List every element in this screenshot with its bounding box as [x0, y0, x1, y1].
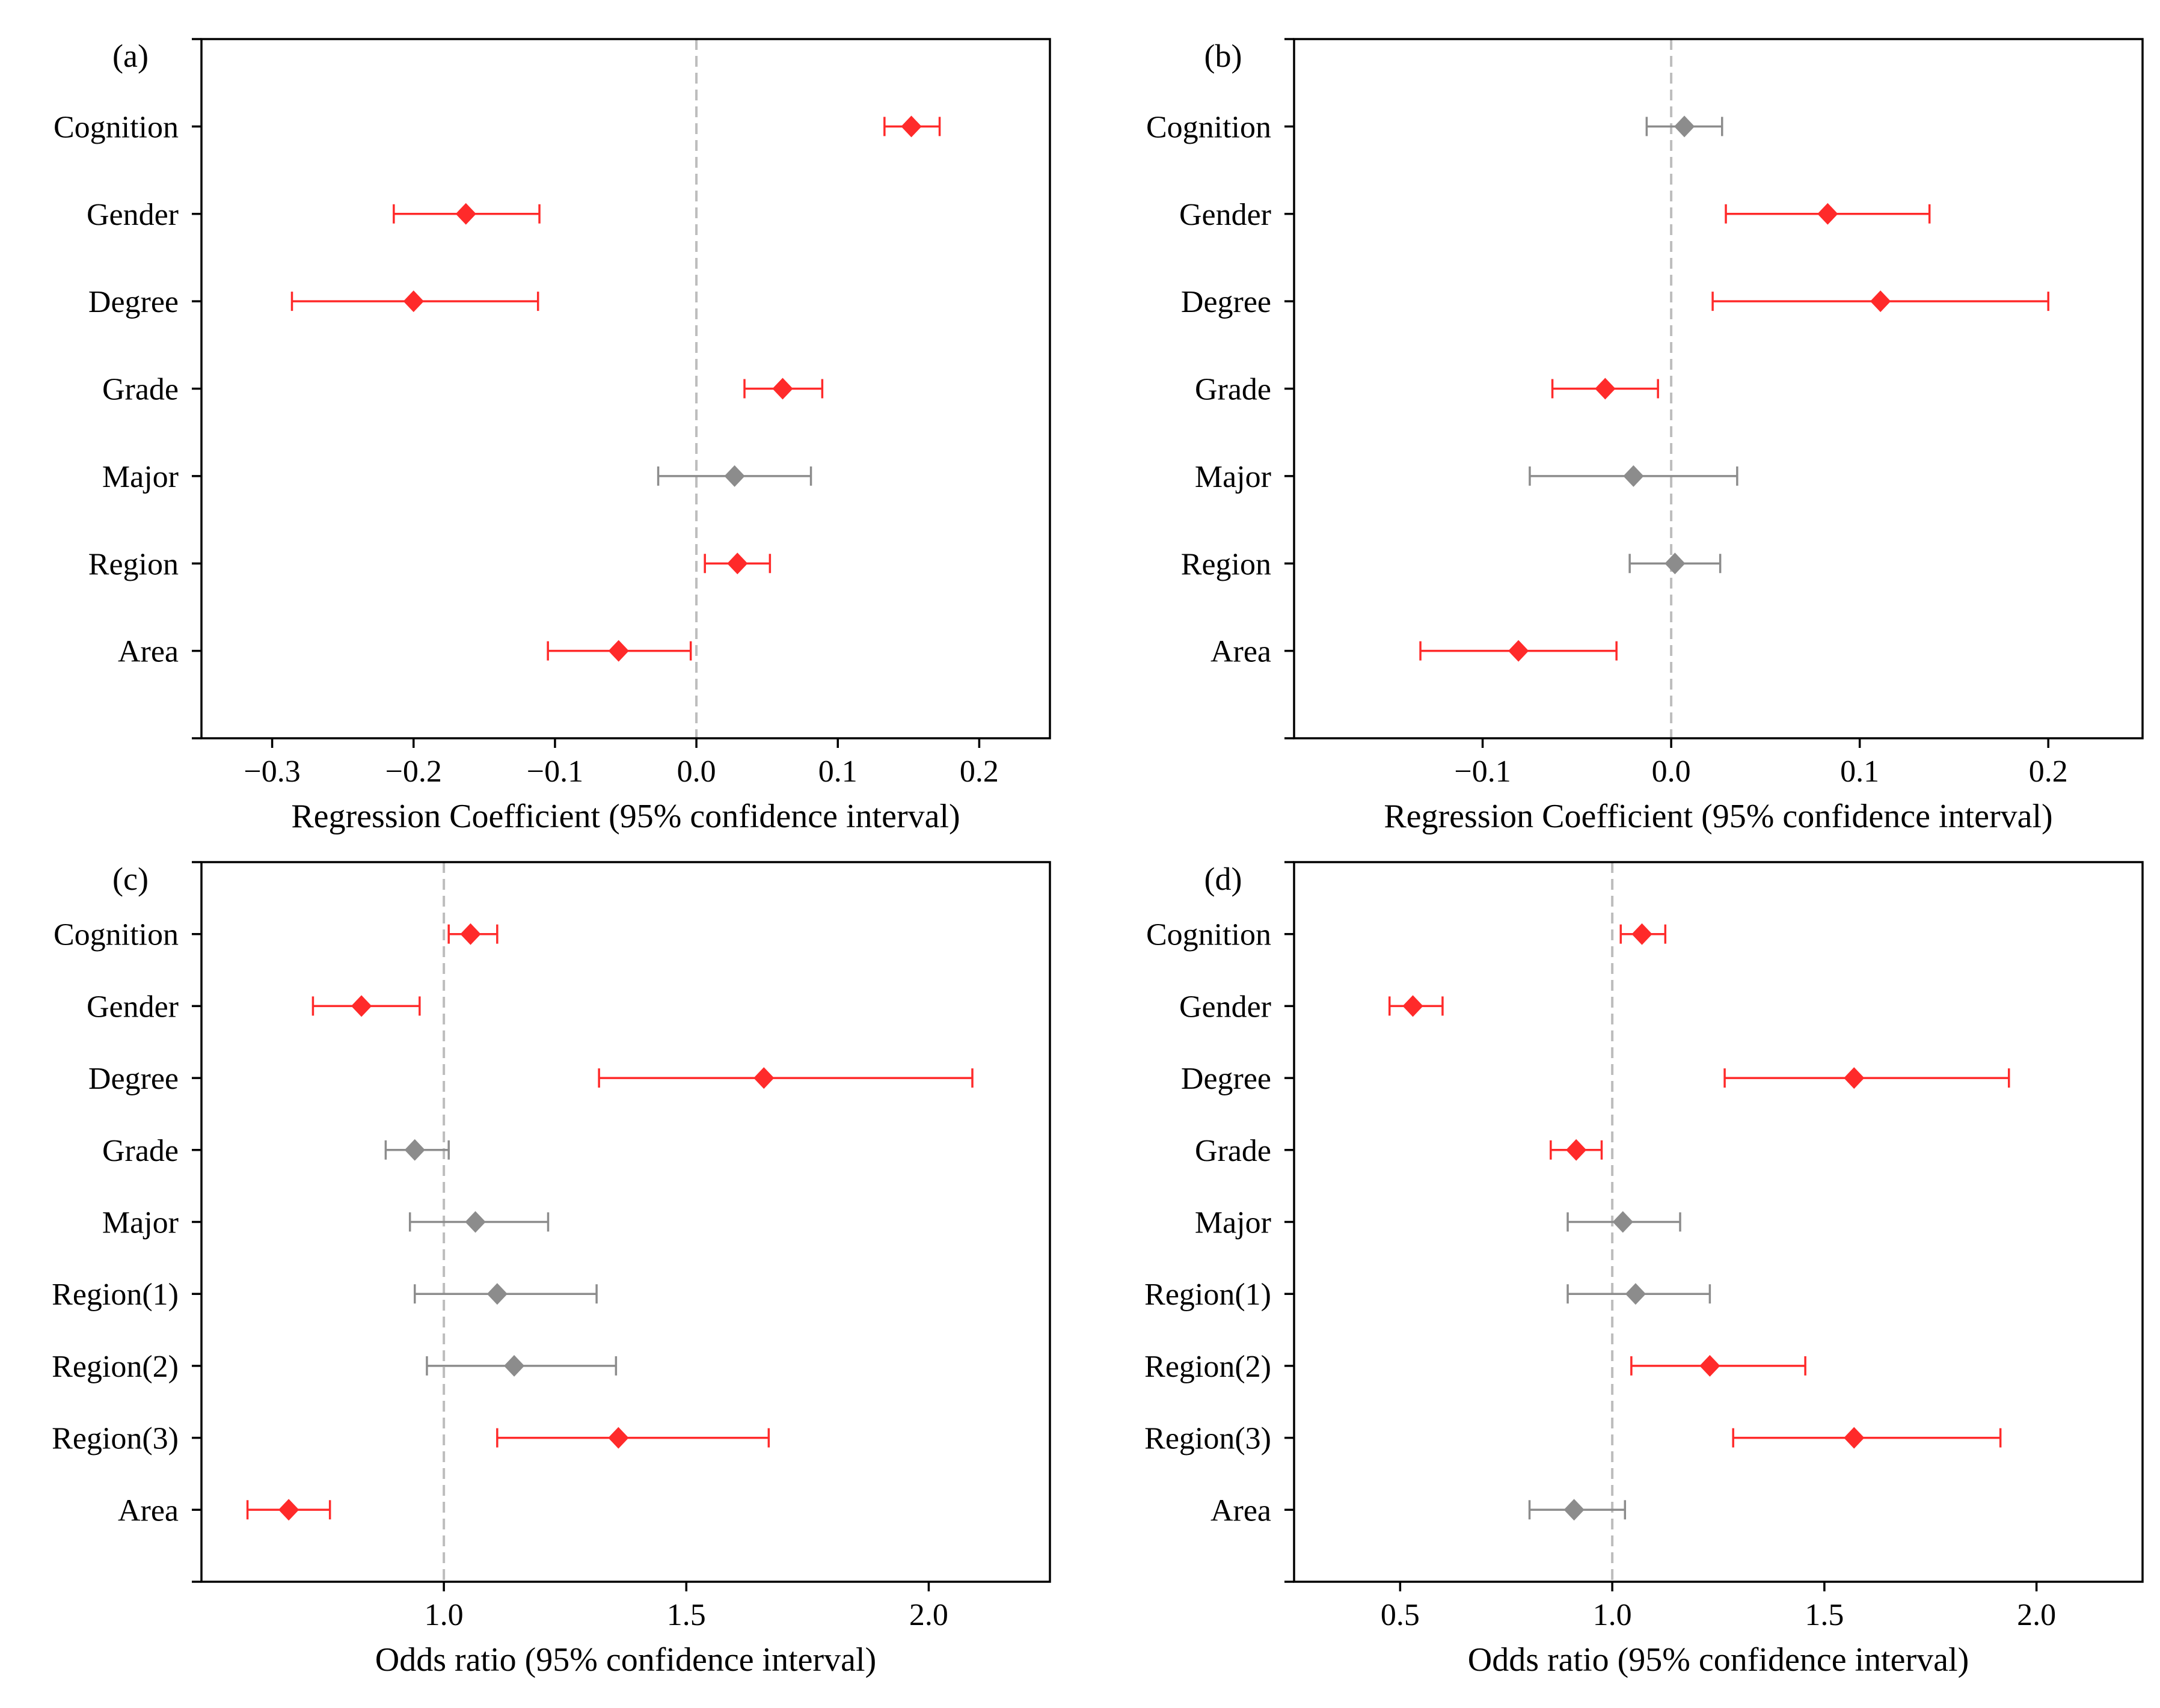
estimate-marker: [465, 1211, 486, 1233]
estimate-marker: [455, 203, 476, 225]
estimate-marker: [1664, 552, 1686, 575]
panel-label: (d): [1204, 861, 1242, 897]
estimate-marker: [278, 1499, 299, 1521]
x-tick-label: 2.0: [909, 1598, 948, 1632]
estimate-marker: [1699, 1354, 1720, 1377]
y-tick-label: Region(1): [52, 1278, 179, 1312]
estimate-marker: [1563, 1499, 1585, 1521]
y-tick-label: Gender: [1179, 990, 1271, 1024]
estimate-marker: [1674, 115, 1695, 138]
panel-label: (a): [112, 38, 149, 74]
x-axis-title: Odds ratio (95% confidence interval): [1468, 1641, 1969, 1679]
y-tick-label: Degree: [1181, 285, 1271, 319]
y-tick-label: Region(3): [1144, 1422, 1271, 1456]
y-tick-label: Major: [102, 1206, 179, 1240]
plot-frame: [1293, 38, 2144, 739]
panel-4: (d) 0.5 1.0 1.5 2.0 Odds ratio (95% confidenc…: [1144, 861, 2144, 1679]
estimate-marker: [1623, 465, 1644, 487]
x-tick-label: 0.0: [677, 755, 716, 789]
x-tick-label: −0.3: [244, 755, 300, 789]
x-tick-label: 0.5: [1381, 1598, 1420, 1632]
estimate-marker: [772, 378, 793, 400]
plot-frame: [200, 38, 1051, 739]
x-tick-label: 2.0: [2017, 1598, 2056, 1632]
y-tick-label: Gender: [1179, 198, 1271, 232]
estimate-marker: [608, 1427, 629, 1449]
y-tick-label: Grade: [1195, 1134, 1271, 1168]
y-tick-label: Region(2): [52, 1350, 179, 1384]
x-tick-label: 0.2: [960, 755, 999, 789]
estimate-marker: [1844, 1427, 1865, 1449]
estimate-marker: [753, 1067, 775, 1089]
y-tick-label: Degree: [88, 1062, 179, 1096]
panel-2: (b) −0.1 0.0 0.1 0.2 Regression Coefficient (…: [1146, 38, 2144, 835]
estimate-marker: [460, 923, 481, 945]
y-tick-label: Gender: [87, 198, 179, 232]
estimate-marker: [1631, 923, 1652, 945]
x-tick-label: 0.1: [818, 755, 858, 789]
y-tick-label: Region(1): [1144, 1278, 1271, 1312]
estimate-marker: [1508, 640, 1529, 662]
estimate-marker: [1566, 1139, 1587, 1161]
y-tick-label: Cognition: [54, 918, 179, 952]
estimate-marker: [351, 995, 372, 1017]
y-tick-label: Region: [1181, 547, 1271, 581]
estimate-marker: [901, 115, 922, 138]
x-tick-label: −0.1: [1454, 755, 1511, 789]
x-tick-label: 1.0: [1593, 1598, 1632, 1632]
x-axis-title: Odds ratio (95% confidence interval): [375, 1641, 876, 1679]
panel-label: (c): [112, 861, 149, 897]
y-tick-label: Area: [1210, 1493, 1271, 1528]
x-axis-title: Regression Coefficient (95% confidence i…: [1384, 798, 2052, 835]
y-tick-label: Region(3): [52, 1422, 179, 1456]
y-tick-label: Major: [1195, 1206, 1271, 1240]
y-tick-label: Cognition: [1146, 110, 1271, 144]
y-tick-label: Area: [1210, 635, 1271, 669]
panel-3: (c) 1.0 1.5 2.0 Odds ratio (95% confidence i…: [52, 861, 1051, 1679]
x-tick-label: 0.0: [1652, 755, 1691, 789]
estimate-marker: [486, 1283, 508, 1305]
estimate-marker: [1402, 995, 1423, 1017]
plot-frame: [1293, 861, 2144, 1583]
y-tick-label: Area: [118, 635, 179, 669]
y-tick-label: Region: [88, 547, 179, 581]
estimate-marker: [724, 465, 745, 487]
estimate-marker: [1844, 1067, 1865, 1089]
estimate-marker: [1612, 1211, 1633, 1233]
estimate-marker: [1870, 290, 1891, 313]
y-tick-label: Region(2): [1144, 1350, 1271, 1384]
estimate-marker: [727, 552, 748, 575]
y-tick-label: Grade: [1195, 373, 1271, 407]
y-tick-label: Gender: [87, 990, 179, 1024]
estimate-marker: [1595, 378, 1616, 400]
y-tick-label: Area: [118, 1493, 179, 1528]
x-tick-label: 1.5: [667, 1598, 706, 1632]
x-tick-label: −0.1: [527, 755, 583, 789]
panel-label: (b): [1204, 38, 1242, 74]
estimate-marker: [608, 640, 629, 662]
estimate-marker: [1625, 1283, 1646, 1305]
x-tick-label: 0.2: [2029, 755, 2068, 789]
y-tick-label: Major: [102, 460, 179, 494]
y-tick-label: Major: [1195, 460, 1271, 494]
y-tick-label: Grade: [102, 373, 179, 407]
y-tick-label: Grade: [102, 1134, 179, 1168]
y-tick-label: Degree: [88, 285, 179, 319]
x-tick-label: 0.1: [1840, 755, 1879, 789]
x-tick-label: −0.2: [385, 755, 442, 789]
estimate-marker: [1817, 203, 1838, 225]
x-tick-label: 1.0: [425, 1598, 464, 1632]
x-axis-title: Regression Coefficient (95% confidence i…: [291, 798, 960, 835]
estimate-marker: [404, 1139, 425, 1161]
x-tick-label: 1.5: [1805, 1598, 1844, 1632]
y-tick-label: Cognition: [54, 110, 179, 144]
estimate-marker: [503, 1354, 525, 1377]
estimate-marker: [403, 290, 424, 313]
plot-frame: [200, 861, 1051, 1583]
y-tick-label: Cognition: [1146, 918, 1271, 952]
y-tick-label: Degree: [1181, 1062, 1271, 1096]
